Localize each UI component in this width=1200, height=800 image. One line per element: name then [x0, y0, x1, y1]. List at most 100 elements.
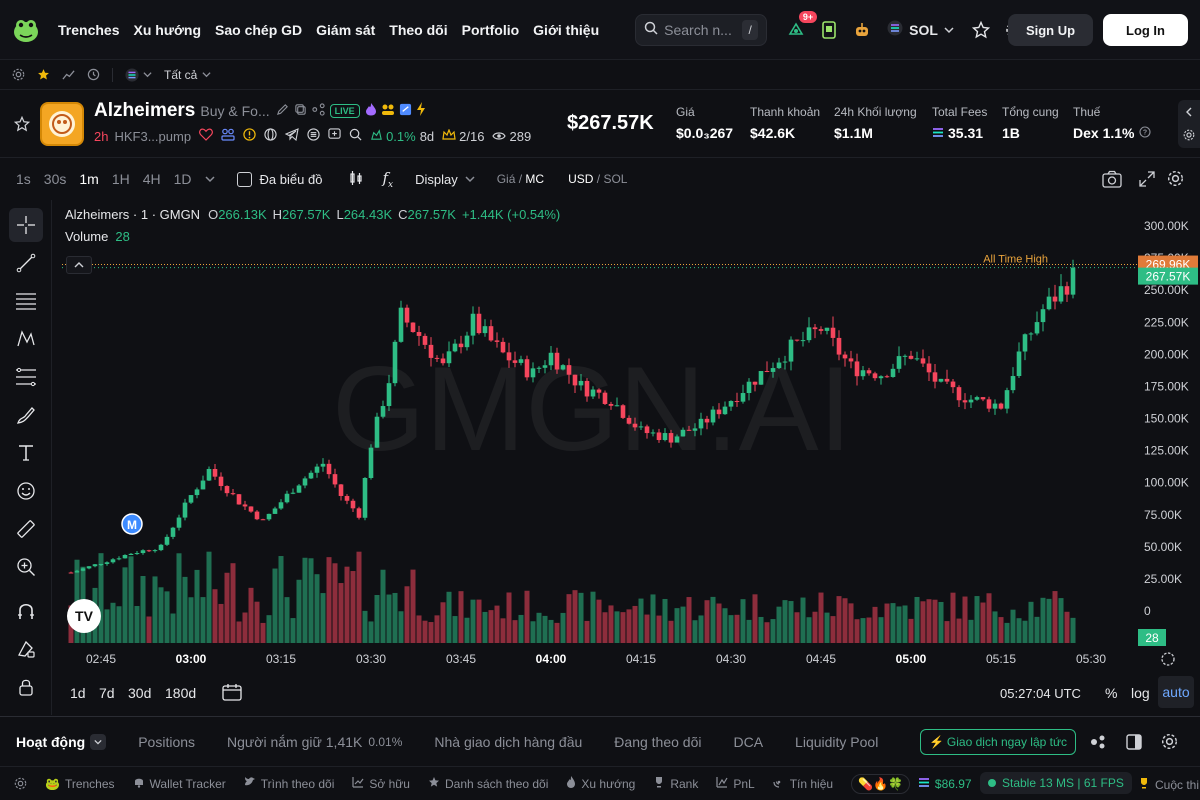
zoom-in-tool-icon[interactable] [9, 550, 43, 584]
price-chart-area[interactable]: Alzheimers · 1 · GMGN O 266.13K H 267.57K … [52, 200, 1200, 715]
footer-wallet-tracker[interactable]: Wallet Tracker [133, 776, 226, 791]
footer-signals[interactable]: Tín hiệu [773, 776, 833, 791]
search-token-icon[interactable] [349, 128, 362, 144]
group-icon[interactable] [221, 128, 235, 144]
lock-drawing-tool-icon[interactable] [9, 632, 43, 666]
ruler-tool-icon[interactable] [9, 512, 43, 546]
padlock-tool-icon[interactable] [9, 670, 43, 704]
chart-line-icon[interactable] [62, 68, 75, 81]
nav-follow[interactable]: Theo dõi [389, 21, 448, 38]
sidebar-toggle-icon[interactable] [1126, 734, 1142, 753]
utc-clock[interactable]: 05:27:04 UTC [1000, 686, 1081, 701]
favorites-star-icon[interactable] [37, 68, 50, 81]
pattern-tool-icon[interactable] [9, 322, 43, 356]
notification-icon[interactable]: 9+ [783, 10, 818, 43]
globe-icon[interactable] [264, 128, 277, 144]
range-7d[interactable]: 7d [99, 685, 115, 701]
camera-icon[interactable] [1102, 170, 1122, 191]
search-input[interactable] [664, 21, 743, 38]
coin-icon[interactable] [307, 128, 320, 144]
watch-star-icon[interactable] [13, 115, 31, 135]
collapse-legend-button[interactable] [66, 256, 92, 274]
tf-1h[interactable]: 1H [111, 171, 130, 187]
footer-trending[interactable]: Xu hướng [566, 776, 635, 791]
edit-icon[interactable] [276, 100, 289, 122]
footer-rank[interactable]: Rank [653, 776, 698, 791]
chart-settings-icon[interactable] [1167, 170, 1184, 190]
tf-1s[interactable]: 1s [16, 171, 31, 187]
brush-tool-icon[interactable] [9, 398, 43, 432]
footer-extension-pill[interactable]: 💊🔥🍀 [851, 773, 910, 794]
footer-trenches[interactable]: 🐸 Trenches [45, 777, 115, 791]
candlestick-chart[interactable]: GMGN.AI300.00K275.00K250.00K225.00K200.0… [52, 200, 1200, 715]
trade-now-button[interactable]: ⚡ Giao dịch ngay lập tức [920, 729, 1076, 755]
fib-tool-icon[interactable] [9, 360, 43, 394]
tf-1d[interactable]: 1D [173, 171, 192, 187]
nav-trenches[interactable]: Trenches [58, 21, 120, 38]
range-30d[interactable]: 30d [128, 685, 152, 701]
nav-monitor[interactable]: Giám sát [316, 21, 376, 38]
nodes-icon[interactable] [1090, 734, 1106, 753]
bottom-settings-icon[interactable] [1161, 733, 1178, 753]
collapse-panel-button[interactable] [1178, 100, 1200, 148]
auto-scale-toggle[interactable]: auto [1158, 676, 1194, 708]
bot-icon[interactable] [849, 17, 875, 43]
tab-following[interactable]: Đang theo dõi [614, 733, 702, 750]
tradingview-logo[interactable]: TV [67, 599, 101, 633]
tf-30s[interactable]: 30s [43, 171, 67, 187]
display-dropdown[interactable]: Display [415, 172, 475, 187]
footer-settings-icon[interactable] [14, 777, 27, 790]
fullscreen-icon[interactable] [1139, 171, 1155, 190]
tab-top-traders[interactable]: Nhà giao dịch hàng đầu [434, 733, 583, 750]
copy-icon[interactable] [294, 100, 307, 122]
token-address[interactable]: HKF3...pump [114, 128, 192, 144]
warning-icon[interactable] [243, 128, 256, 144]
sign-up-button[interactable]: Sign Up [1008, 14, 1093, 46]
crosshair-tool-icon[interactable] [8, 208, 43, 242]
currency-toggle[interactable]: USD / SOL [568, 172, 627, 186]
footer-watchlist[interactable]: Danh sách theo dõi [428, 776, 548, 791]
footer-competition[interactable]: Cuộc thi [1138, 777, 1199, 792]
chat-plus-icon[interactable] [328, 128, 341, 144]
star-icon[interactable] [968, 17, 994, 43]
help-icon[interactable]: ? [1139, 125, 1152, 141]
footer-pnl[interactable]: PnL [716, 776, 755, 791]
footer-holdings[interactable]: Sở hữu [352, 776, 410, 791]
magnet-tool-icon[interactable] [9, 594, 43, 628]
filter-all-dropdown[interactable]: Tất cả [164, 68, 211, 82]
heart-icon[interactable] [199, 128, 213, 144]
share-icon[interactable] [311, 100, 325, 122]
emoji-tool-icon[interactable] [9, 474, 43, 508]
nav-referral[interactable]: Giới thiệu [533, 21, 600, 38]
multi-chart-checkbox[interactable] [236, 171, 252, 187]
tab-positions[interactable]: Positions [138, 733, 196, 750]
indicators-fx-icon[interactable]: fx [382, 168, 394, 190]
percent-scale-toggle[interactable]: % [1105, 685, 1118, 701]
horizontal-lines-tool-icon[interactable] [9, 284, 43, 318]
history-icon[interactable] [87, 68, 100, 81]
nav-portfolio[interactable]: Portfolio [461, 21, 520, 38]
live-badge[interactable]: LIVE [329, 104, 360, 118]
tf-more-chevron-icon[interactable] [205, 172, 215, 187]
tab-liquidity-pool[interactable]: Liquidity Pool [795, 733, 879, 750]
price-mode-toggle[interactable]: Giá / MC [497, 172, 544, 186]
telegram-icon[interactable] [284, 128, 299, 144]
tab-holders[interactable]: Người nắm giữ 1,41K 0.01% [227, 734, 402, 750]
log-in-button[interactable]: Log In [1103, 14, 1188, 46]
range-1d[interactable]: 1d [70, 685, 86, 701]
tf-4h[interactable]: 4H [142, 171, 161, 187]
footer-twitter-tracker[interactable]: Trình theo dõi [244, 776, 334, 791]
log-scale-toggle[interactable]: log [1131, 685, 1150, 701]
search-box[interactable]: / [635, 13, 768, 46]
settings-small-icon[interactable] [12, 68, 25, 81]
gmgn-logo[interactable] [12, 16, 40, 44]
nav-trending[interactable]: Xu hướng [133, 21, 202, 38]
trend-line-tool-icon[interactable] [9, 246, 43, 280]
nav-copy-trade[interactable]: Sao chép GD [215, 21, 303, 38]
chain-selector[interactable]: SOL [887, 20, 954, 39]
candle-style-icon[interactable] [348, 170, 364, 189]
text-tool-icon[interactable] [9, 436, 43, 470]
tab-dca[interactable]: DCA [733, 733, 764, 750]
range-180d[interactable]: 180d [165, 685, 197, 701]
tab-activity[interactable]: Hoạt động [16, 733, 107, 750]
